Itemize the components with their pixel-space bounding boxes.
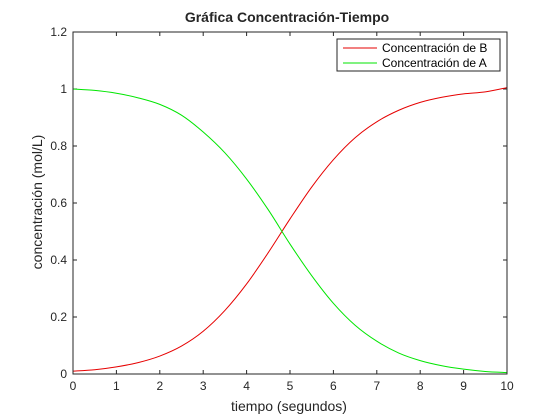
tick-labels: 0 1 2 3 4 5 6 7 8 9 10 0 0.2 0.4 0.6 0.8 1 1.2: [50, 25, 514, 393]
series-line-b: [72, 87, 508, 372]
x-tick-label: 2: [156, 379, 163, 393]
x-tick-label: 3: [200, 379, 207, 393]
x-tick-label: 9: [460, 379, 467, 393]
y-tick-label: 1.2: [50, 25, 67, 39]
y-tick-label: 0.2: [50, 310, 67, 324]
x-tick-label: 0: [70, 379, 77, 393]
chart-title: Gráfica Concentración-Tiempo: [185, 9, 389, 25]
series-line-a: [72, 88, 508, 374]
x-tick-label: 1: [113, 379, 120, 393]
y-tick-label: 0.6: [50, 196, 67, 210]
x-tick-label: 6: [330, 379, 337, 393]
axes-box: [72, 31, 508, 375]
x-tick-label: 8: [417, 379, 424, 393]
y-tick-label: 0.8: [50, 139, 67, 153]
y-tick-label: 1: [60, 82, 67, 96]
x-tick-label: 4: [243, 379, 250, 393]
plot-background: [73, 32, 507, 374]
y-axis-label: concentración (mol/L): [29, 135, 45, 270]
legend-label: Concentración de B: [382, 41, 487, 55]
axes-frame: [72, 31, 508, 375]
x-tick-label: 7: [373, 379, 380, 393]
y-tick-label: 0: [60, 367, 67, 381]
plot-area: [73, 32, 507, 374]
legend-label: Concentración de A: [382, 56, 487, 70]
y-tick-label: 0.4: [50, 253, 67, 267]
x-tick-label: 10: [500, 379, 514, 393]
x-tick-label: 5: [287, 379, 294, 393]
legend-box: [336, 38, 501, 72]
series-lines: [72, 87, 508, 374]
x-axis-label: tiempo (segundos): [231, 398, 347, 414]
